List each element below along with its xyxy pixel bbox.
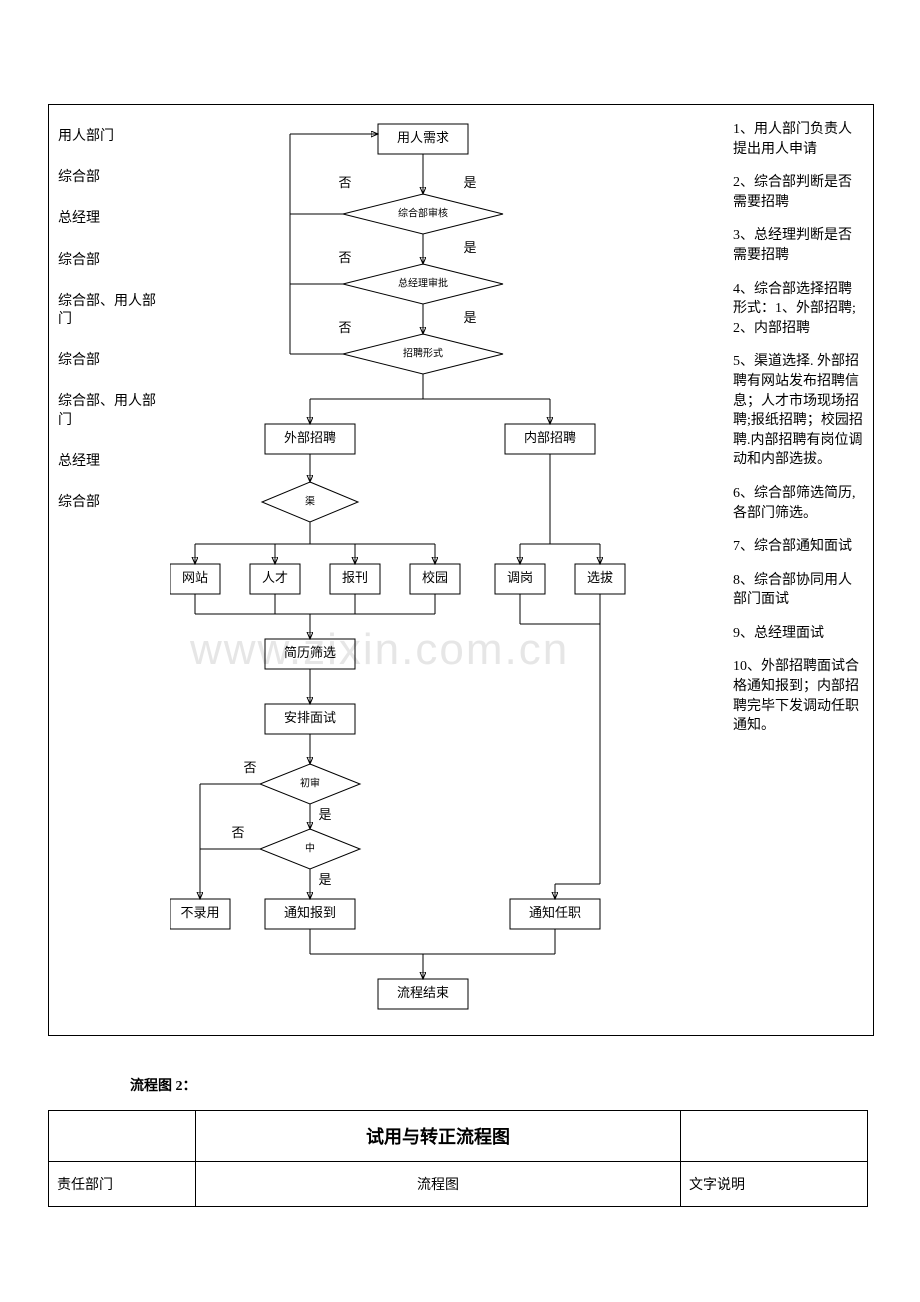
left-item: 综合部、用人部门 — [58, 393, 168, 429]
node-d5: 初审 — [300, 776, 320, 789]
label-yes: 是 — [463, 310, 476, 325]
left-item: 综合部 — [58, 252, 168, 270]
table-cell: 流程图 — [196, 1162, 681, 1207]
table-cell: 文字说明 — [681, 1162, 868, 1207]
node-notify2: 通知任职 — [529, 905, 581, 920]
node-resume: 简历筛选 — [284, 645, 336, 660]
node-end: 流程结束 — [397, 985, 449, 1000]
node-int: 内部招聘 — [524, 430, 576, 445]
node-d1: 综合部审核 — [398, 206, 448, 219]
right-item: 9、总经理面试 — [733, 624, 865, 644]
right-item: 10、外部招聘面试合格通知报到；内部招聘完毕下发调动任职通知。 — [733, 657, 865, 735]
bottom-table: 试用与转正流程图 责任部门 流程图 文字说明 — [48, 1110, 868, 1207]
node-ch2: 人才 — [262, 570, 288, 585]
caption: 流程图 2： — [130, 1075, 197, 1095]
right-item: 2、综合部判断是否需要招聘 — [733, 173, 865, 212]
node-notify: 通知报到 — [284, 905, 336, 920]
label-no: 否 — [338, 175, 351, 190]
label-no: 否 — [243, 760, 256, 775]
label-no: 否 — [338, 250, 351, 265]
node-ch1: 网站 — [182, 570, 208, 585]
left-item: 综合部 — [58, 169, 168, 187]
right-item: 1、用人部门负责人提出用人申请 — [733, 120, 865, 159]
left-item: 综合部 — [58, 352, 168, 370]
left-item: 总经理 — [58, 210, 168, 228]
label-yes: 是 — [318, 872, 331, 887]
right-item: 7、综合部通知面试 — [733, 537, 865, 557]
node-d4: 渠 — [305, 495, 315, 507]
right-item: 8、综合部协同用人部门面试 — [733, 571, 865, 610]
table-cell: 责任部门 — [49, 1162, 196, 1207]
left-item: 综合部 — [58, 494, 168, 512]
label-no: 否 — [231, 825, 244, 840]
label-yes: 是 — [463, 175, 476, 190]
node-d6: 中 — [305, 841, 315, 854]
node-arrange: 安排面试 — [284, 710, 336, 725]
label-yes: 是 — [463, 240, 476, 255]
node-start: 用人需求 — [397, 130, 449, 145]
left-item: 总经理 — [58, 453, 168, 471]
left-item: 综合部、用人部门 — [58, 293, 168, 329]
node-ext: 外部招聘 — [284, 430, 336, 445]
node-ch6: 选拔 — [587, 570, 613, 585]
right-column: 1、用人部门负责人提出用人申请 2、综合部判断是否需要招聘 3、总经理判断是否需… — [733, 120, 865, 750]
page: 用人部门 综合部 总经理 综合部 综合部、用人部门 综合部 综合部、用人部门 总… — [0, 0, 920, 1302]
label-no: 否 — [338, 320, 351, 335]
table-cell — [681, 1111, 868, 1162]
label-yes: 是 — [318, 807, 331, 822]
flowchart: 用人需求 综合部审核 否 是 总经理审批 否 是 招聘形式 否 是 — [170, 104, 720, 1034]
node-ch4: 校园 — [422, 570, 448, 585]
right-item: 6、综合部筛选简历,各部门筛选。 — [733, 484, 865, 523]
node-reject: 不录用 — [180, 905, 219, 920]
right-item: 4、综合部选择招聘形式：1、外部招聘;2、内部招聘 — [733, 280, 865, 339]
right-item: 3、总经理判断是否需要招聘 — [733, 226, 865, 265]
table-title: 试用与转正流程图 — [196, 1111, 681, 1162]
node-d3: 招聘形式 — [403, 346, 443, 359]
right-item: 5、渠道选择. 外部招聘有网站发布招聘信息；人才市场现场招聘;报纸招聘；校园招聘… — [733, 352, 865, 470]
node-ch3: 报刊 — [342, 570, 368, 585]
node-d2: 总经理审批 — [398, 276, 448, 289]
left-column: 用人部门 综合部 总经理 综合部 综合部、用人部门 综合部 综合部、用人部门 总… — [58, 128, 168, 535]
table-cell — [49, 1111, 196, 1162]
node-ch5: 调岗 — [507, 570, 533, 585]
left-item: 用人部门 — [58, 128, 168, 146]
